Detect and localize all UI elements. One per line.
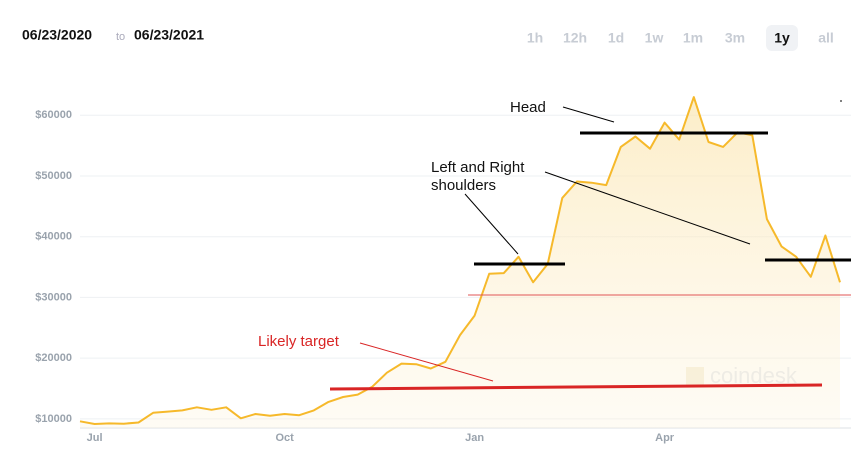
date-from: 06/23/2020 — [22, 27, 92, 43]
range-button[interactable]: 1m — [683, 30, 703, 46]
range-button[interactable]: 1d — [608, 30, 624, 46]
range-button[interactable]: 3m — [725, 30, 745, 46]
pointer — [544, 171, 751, 245]
y-tick-label: $10000 — [35, 413, 72, 425]
y-tick-label: $60000 — [35, 109, 72, 121]
pointer — [464, 193, 519, 255]
range-button[interactable]: 1w — [645, 30, 664, 46]
range-button[interactable]: 1h — [527, 30, 543, 46]
annotation: shoulders — [431, 177, 496, 194]
x-tick-label: Jan — [465, 432, 484, 444]
pointer — [359, 342, 494, 382]
x-tick-label: Oct — [275, 432, 294, 444]
pointer — [562, 106, 615, 123]
range-selected-bg — [766, 25, 798, 51]
annotation: Likely target — [258, 333, 340, 350]
annotation: Head — [510, 99, 546, 116]
date-to: 06/23/2021 — [134, 27, 204, 43]
range-button[interactable]: 1y — [774, 30, 790, 46]
y-tick-label: $20000 — [35, 352, 72, 364]
area — [80, 97, 840, 428]
y-tick-label: $40000 — [35, 231, 72, 243]
x-tick-label: Apr — [655, 432, 675, 444]
target-line — [329, 383, 823, 391]
price-line — [79, 96, 841, 425]
range-button[interactable]: 12h — [563, 30, 587, 46]
y-tick-label: $30000 — [35, 291, 72, 303]
x-tick-label: Jul — [87, 432, 103, 444]
y-tick-label: $50000 — [35, 170, 72, 182]
annotation: Left and Right — [431, 159, 525, 176]
range-button[interactable]: all — [818, 30, 834, 46]
date-sep: to — [116, 31, 125, 43]
